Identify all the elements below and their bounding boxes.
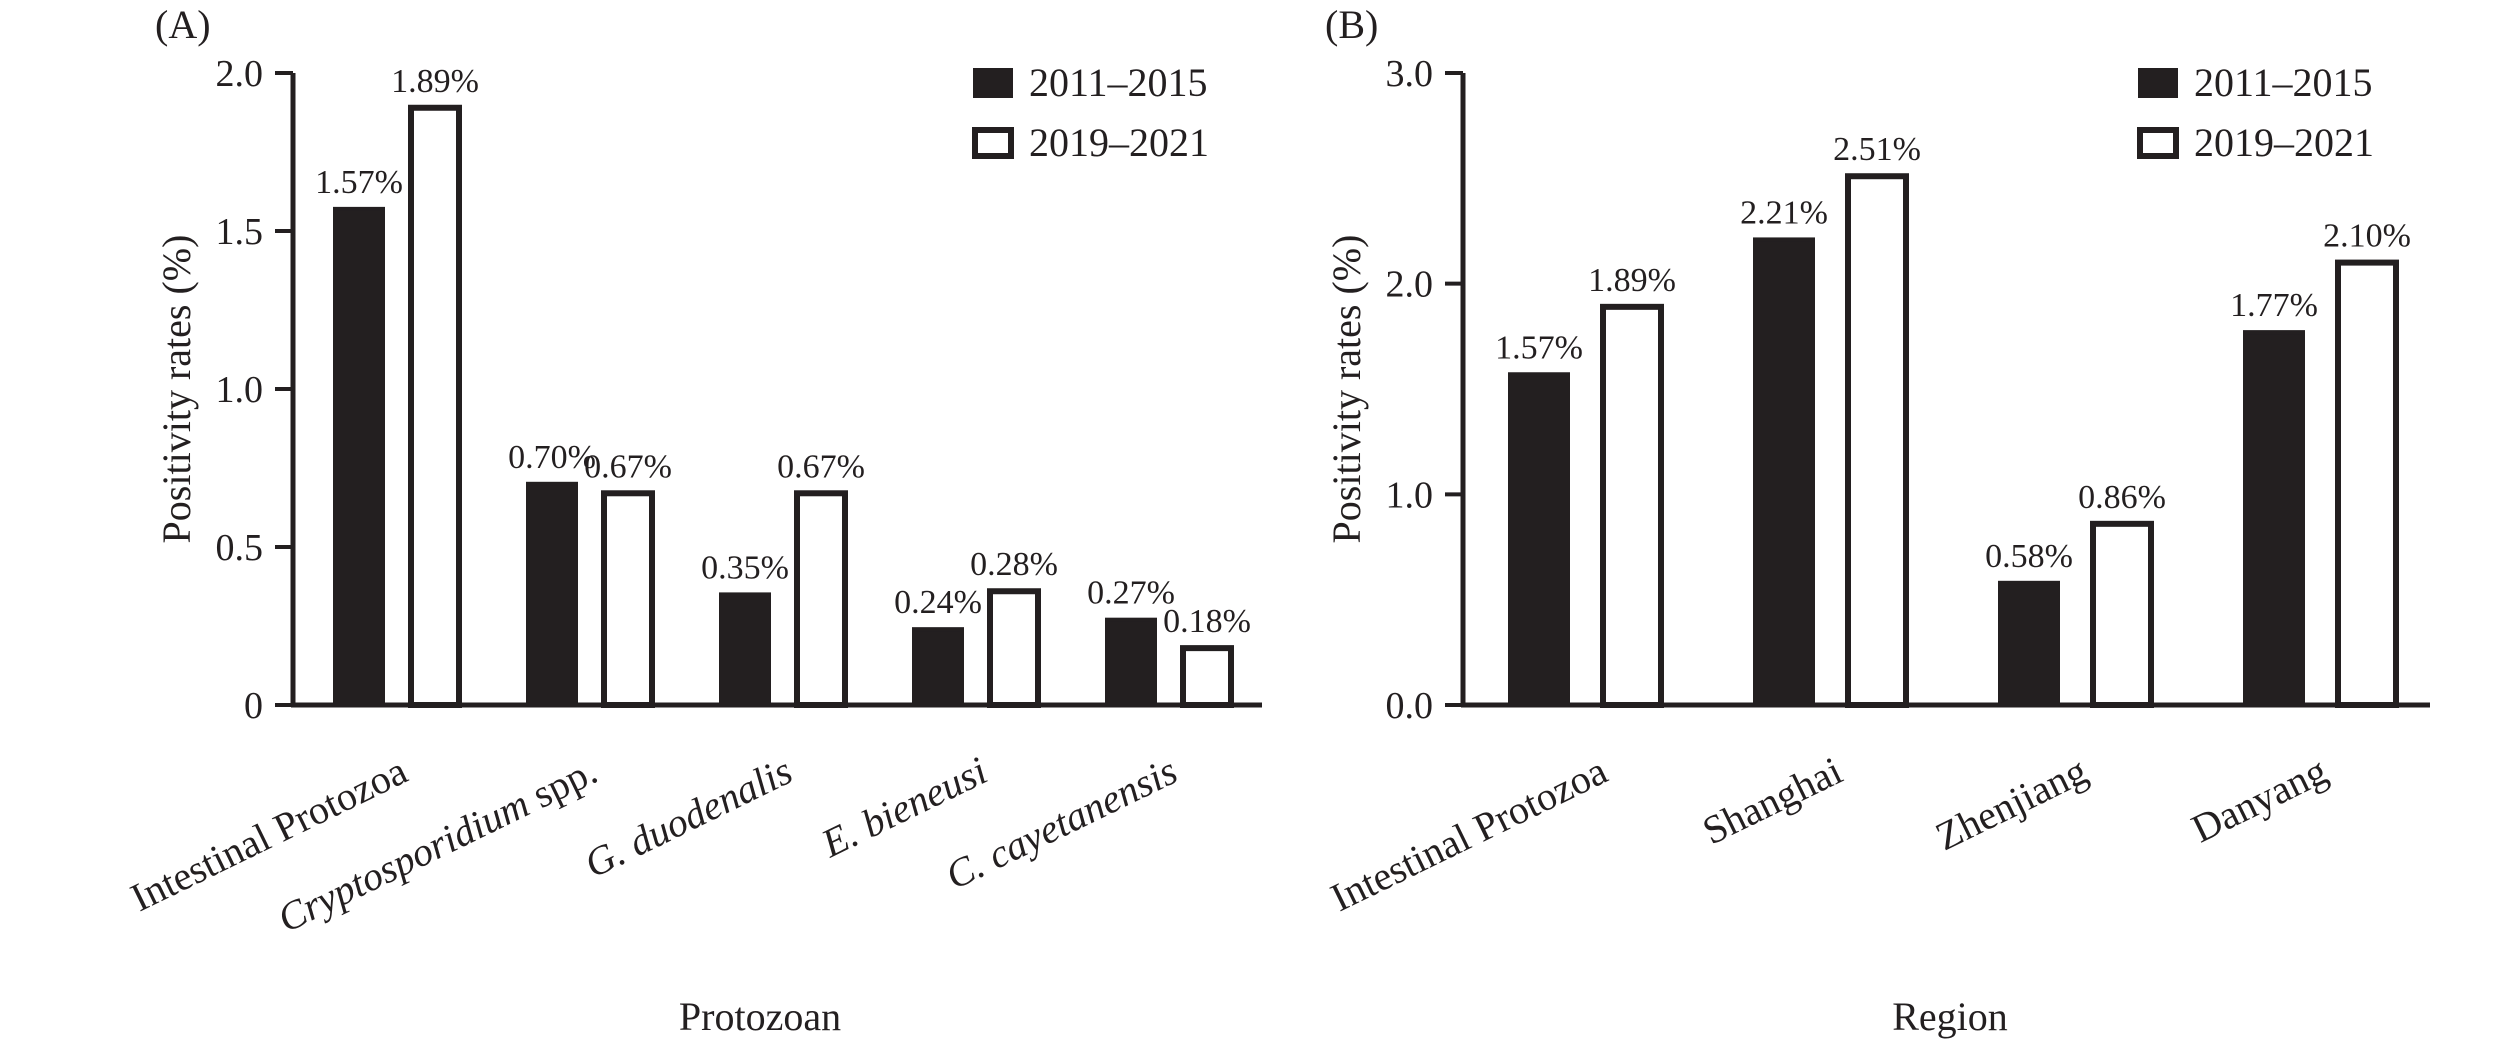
legend-label-2019-2021: 2019–2021	[2194, 120, 2374, 165]
bar-2019-2021-intestinal-protozoa	[408, 104, 462, 708]
data-label-2011-2015-e-bieneusi: 0.24%	[894, 584, 982, 621]
data-label-2019-2021-e-bieneusi: 0.28%	[970, 546, 1058, 583]
y-tick-label: 1.0	[1386, 474, 1434, 516]
bar-2019-2021-c-cayetanensis	[1180, 645, 1234, 708]
data-label-2019-2021-shanghai: 2.51%	[1833, 131, 1921, 168]
legend-swatch-2011-2015	[2138, 68, 2178, 98]
data-label-2019-2021-intestinal-protozoa: 1.89%	[391, 63, 479, 100]
y-tick-label: 1.0	[216, 369, 264, 411]
data-label-2019-2021-intestinal-protozoa: 1.89%	[1588, 262, 1676, 299]
legend-swatch-2011-2015	[973, 68, 1013, 98]
y-tick-label: 2.0	[216, 53, 264, 95]
bar-2011-2015-zhenjiang	[1998, 580, 2060, 708]
x-axis-title: Protozoan	[679, 994, 841, 1039]
bar-2019-2021-shanghai	[1845, 173, 1909, 708]
legend-swatch-2019-2021	[2137, 127, 2179, 159]
legend-swatch-2019-2021	[972, 127, 1014, 159]
bar-2019-2021-cryptosporidium-spp	[601, 490, 655, 708]
y-tick-label: 3.0	[1386, 53, 1434, 95]
legend-label-2011-2015: 2011–2015	[2194, 60, 2373, 105]
bar-2011-2015-g-duodenalis	[719, 592, 771, 708]
data-label-2019-2021-cryptosporidium-spp: 0.67%	[584, 448, 672, 485]
bar-2011-2015-shanghai	[1753, 237, 1815, 707]
category-label-shanghai: Shanghai	[1695, 748, 1849, 854]
bar-2019-2021-intestinal-protozoa	[1600, 303, 1664, 708]
data-label-2011-2015-shanghai: 2.21%	[1740, 194, 1828, 231]
bar-2019-2021-g-duodenalis	[794, 490, 848, 708]
panel-label: (B)	[1325, 2, 1378, 47]
bar-2011-2015-intestinal-protozoa	[333, 206, 385, 707]
data-label-2019-2021-zhenjiang: 0.86%	[2078, 479, 2166, 516]
y-tick-label: 2.0	[1386, 264, 1434, 306]
data-label-2011-2015-zhenjiang: 0.58%	[1985, 538, 2073, 575]
category-label-g-duodenalis: G. duodenalis	[577, 748, 798, 887]
data-label-2011-2015-cryptosporidium-spp: 0.70%	[508, 439, 596, 476]
data-label-2019-2021-c-cayetanensis: 0.18%	[1163, 603, 1251, 640]
data-label-2011-2015-g-duodenalis: 0.35%	[701, 549, 789, 586]
category-label-danyang: Danyang	[2184, 748, 2334, 852]
data-label-2011-2015-danyang: 1.77%	[2230, 287, 2318, 324]
panel-a: (A) 0 0.5 1.0 1.5 2.0 Positivity rates (%) Prot…	[124, 2, 1262, 1039]
bar-2011-2015-intestinal-protozoa	[1508, 372, 1570, 707]
y-tick-label: 0.0	[1386, 685, 1434, 727]
legend-label-2011-2015: 2011–2015	[1029, 60, 1208, 105]
panel-label: (A)	[155, 2, 211, 47]
data-label-2011-2015-intestinal-protozoa: 1.57%	[315, 164, 403, 201]
data-label-2019-2021-danyang: 2.10%	[2323, 218, 2411, 255]
bar-2011-2015-cryptosporidium-spp	[526, 481, 578, 707]
y-tick-label: 1.5	[216, 211, 264, 253]
y-tick-label: 0.5	[216, 527, 264, 569]
bar-2011-2015-e-bieneusi	[912, 627, 964, 707]
data-label-2011-2015-c-cayetanensis: 0.27%	[1087, 575, 1175, 612]
y-axis-title: Positivity rates (%)	[154, 235, 199, 544]
panel-b: (B) 0.0 1.0 2.0 3.0 Positivity rates (%) Regio…	[1324, 2, 2430, 1039]
x-axis-title: Region	[1892, 994, 2008, 1039]
data-label-2019-2021-g-duodenalis: 0.67%	[777, 448, 865, 485]
category-label-zhenjiang: Zhenjiang	[1928, 748, 2093, 860]
bar-2011-2015-danyang	[2243, 330, 2305, 707]
y-tick-label: 0	[244, 685, 263, 727]
bar-2019-2021-danyang	[2335, 259, 2399, 708]
legend-label-2019-2021: 2019–2021	[1029, 120, 1209, 165]
data-label-2011-2015-intestinal-protozoa: 1.57%	[1495, 329, 1583, 366]
bar-2019-2021-e-bieneusi	[987, 588, 1041, 708]
bar-2019-2021-zhenjiang	[2090, 520, 2154, 708]
bar-2011-2015-c-cayetanensis	[1105, 617, 1157, 707]
y-axis-title: Positivity rates (%)	[1324, 235, 1369, 544]
category-label-intestinal-protozoa: Intestinal Protozoa	[1324, 748, 1615, 921]
category-label-cryptosporidium-spp: Cryptosporidium spp.	[271, 748, 604, 941]
